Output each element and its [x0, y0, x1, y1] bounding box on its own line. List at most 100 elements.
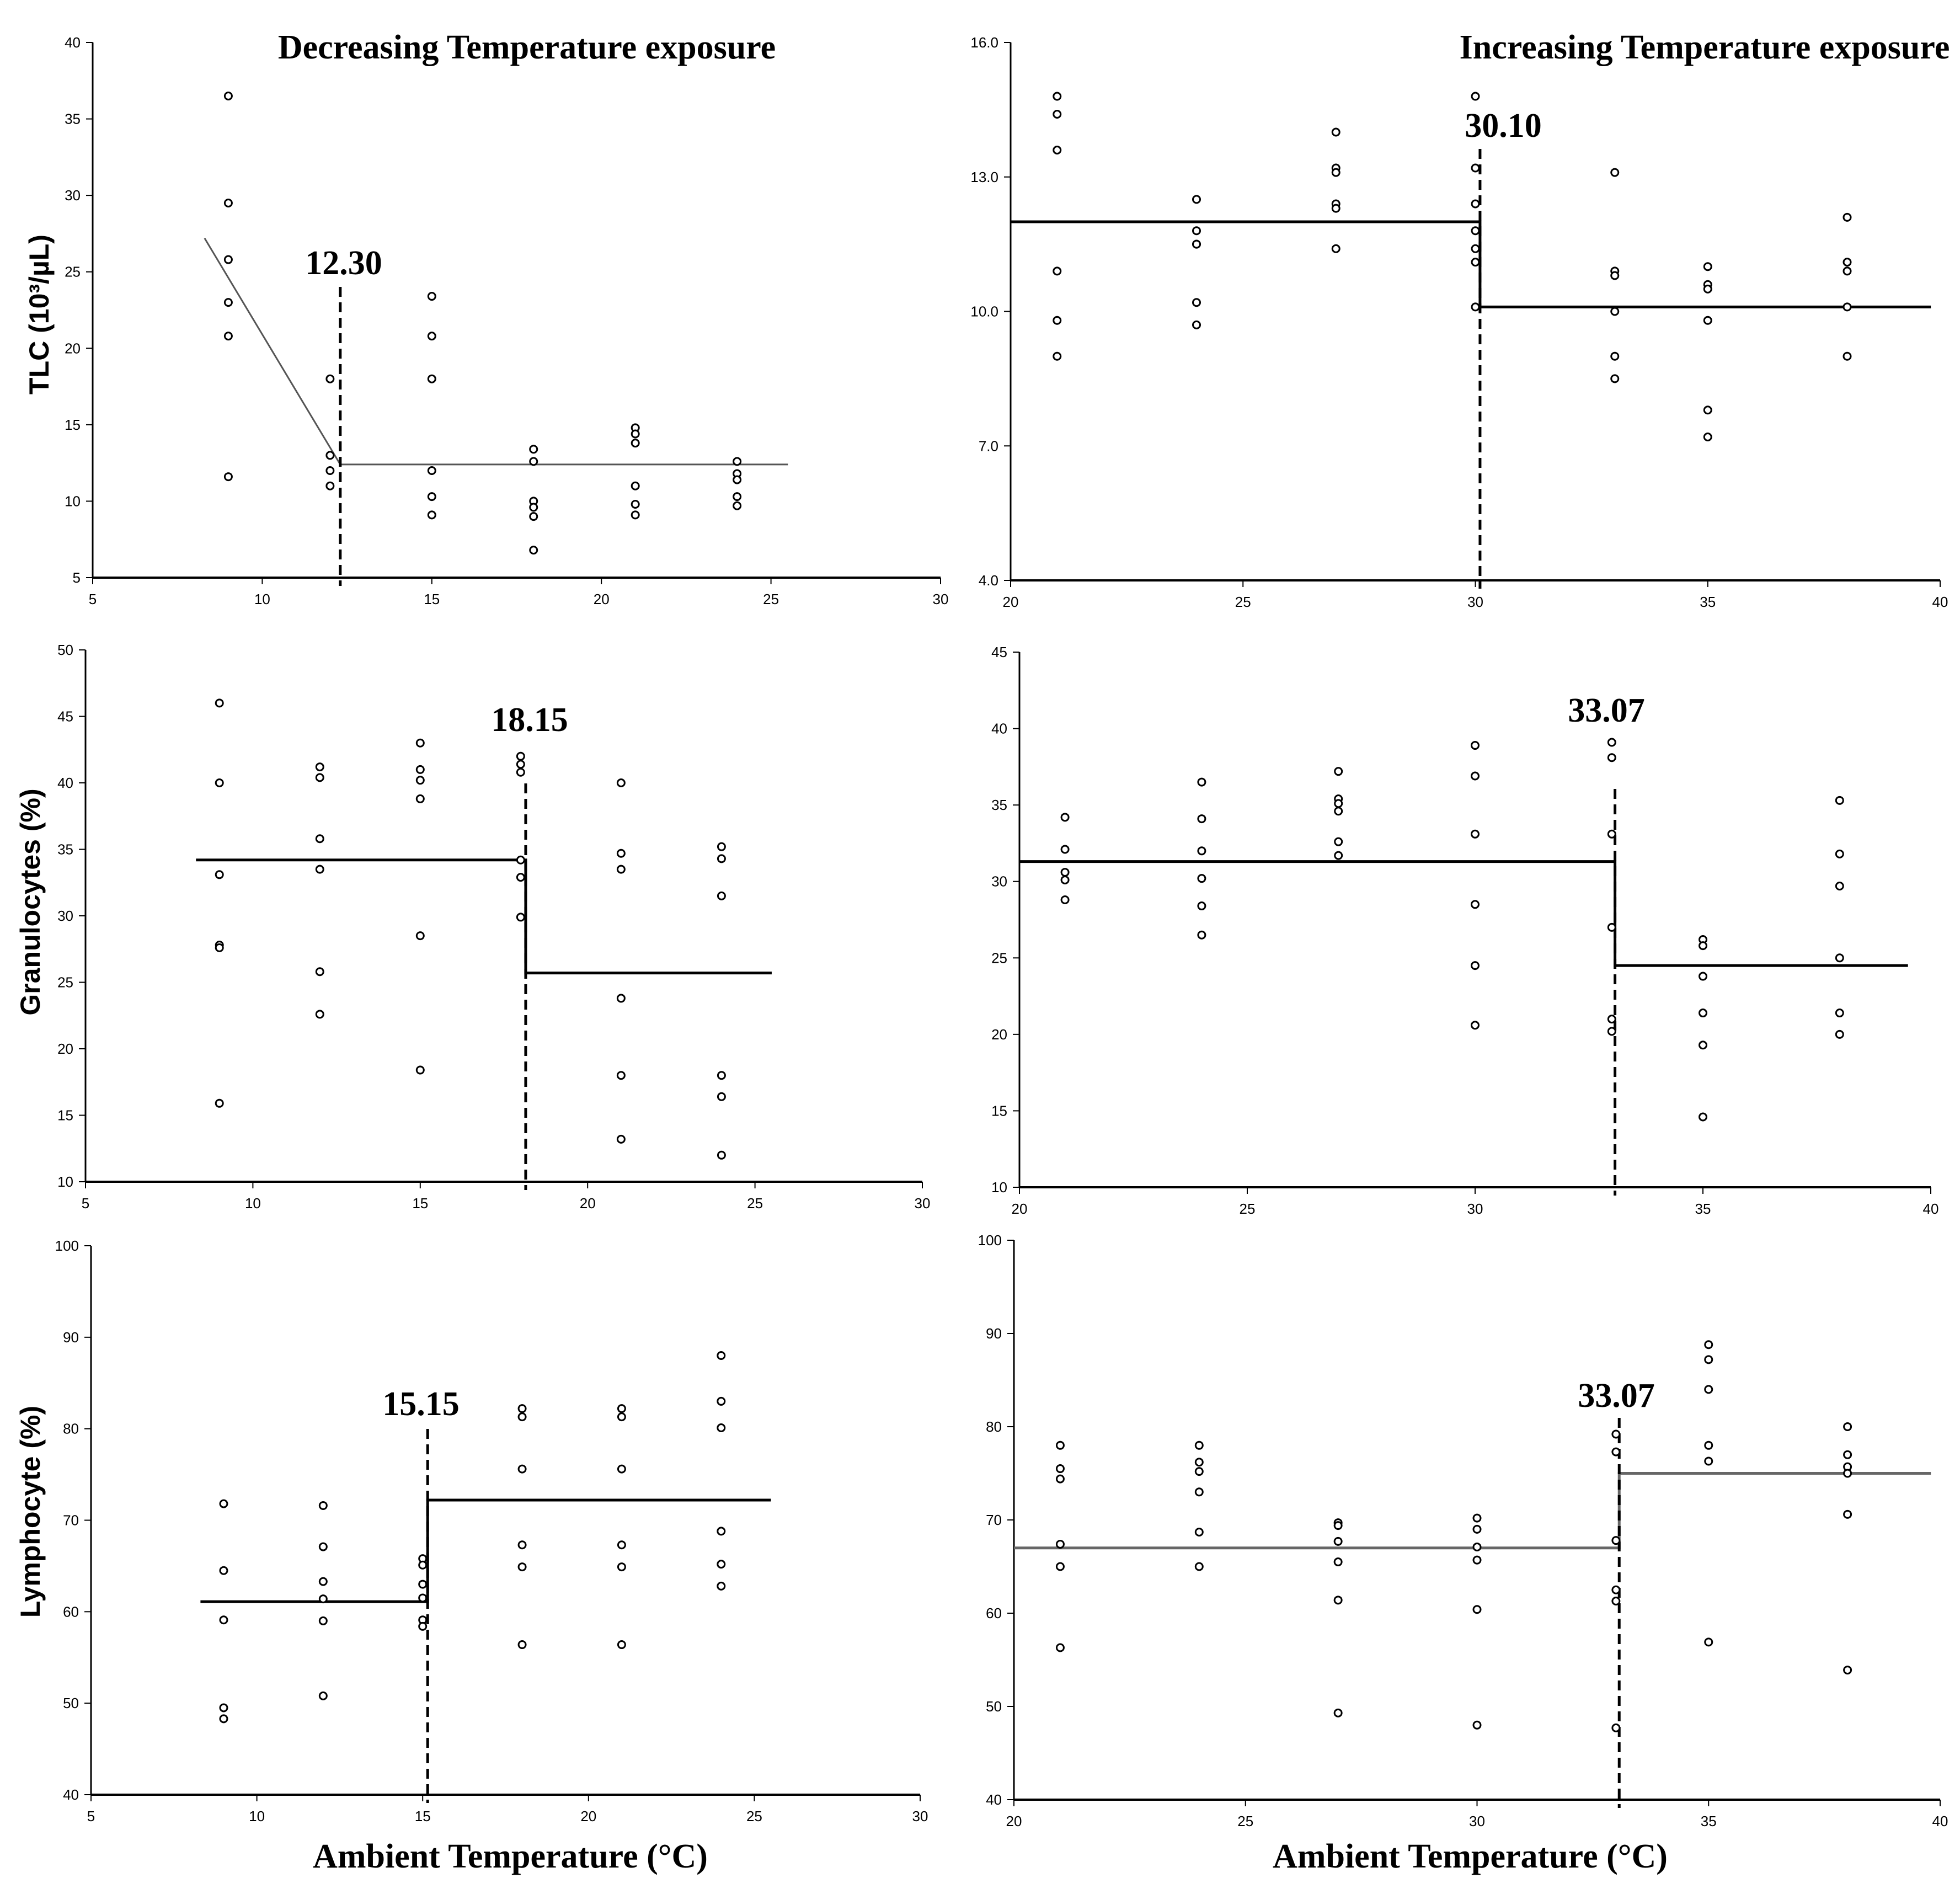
- data-point: [223, 199, 233, 207]
- data-point: [529, 457, 538, 466]
- axes: 5 10 15 20 25 30 5 10 15 20 25 30 35 40: [65, 34, 948, 607]
- data-point: [1703, 433, 1712, 441]
- y-tick-label: 25: [65, 264, 81, 280]
- data-point: [1192, 320, 1201, 329]
- data-point: [1055, 1440, 1065, 1450]
- x-tick-label: 25: [1235, 594, 1251, 610]
- data-point: [1471, 741, 1480, 750]
- data-point: [516, 760, 525, 769]
- panel-granulocytes-decreasing: Granulocytes (%) 5 10 15 20 25 30 10 15 20 25 30 35…: [15, 642, 930, 1212]
- data-point: [1471, 199, 1480, 209]
- breakpoint-label: 33.07: [1578, 1377, 1655, 1415]
- data-point: [318, 1594, 328, 1604]
- data-point: [529, 445, 538, 454]
- breakpoint-label: 33.07: [1568, 692, 1645, 729]
- fit-line: [204, 237, 788, 466]
- data-point: [1194, 1467, 1204, 1476]
- data-point: [616, 994, 626, 1003]
- fit-line-path: [200, 1498, 771, 1603]
- data-point: [318, 1577, 328, 1586]
- data-point: [325, 481, 335, 490]
- data-point: [529, 546, 538, 555]
- data-point: [517, 1562, 527, 1572]
- data-point: [733, 492, 742, 501]
- data-point: [631, 429, 640, 439]
- data-point: [1607, 1027, 1616, 1036]
- data-point: [415, 1065, 425, 1075]
- fit-line: [1014, 1472, 1931, 1550]
- data-point: [1471, 302, 1480, 312]
- data-point: [617, 1404, 626, 1413]
- x-tick-label: 20: [580, 1808, 596, 1824]
- data-point: [418, 1580, 428, 1589]
- data-point: [1699, 1009, 1707, 1018]
- data-point: [315, 762, 324, 772]
- data-point: [1472, 1555, 1482, 1565]
- data-point: [223, 472, 233, 482]
- data-point: [631, 439, 640, 448]
- y-tick-label: 10.0: [970, 303, 998, 320]
- x-axis-label-left: Ambient Temperature (°C): [313, 1838, 708, 1875]
- y-tick-label: 40: [57, 775, 73, 791]
- data-point: [616, 1134, 626, 1144]
- data-points: [1060, 738, 1844, 1122]
- data-point: [1472, 1543, 1482, 1552]
- data-point: [717, 1071, 726, 1080]
- data-point: [1607, 1015, 1616, 1024]
- data-point: [1055, 1539, 1065, 1549]
- data-point: [631, 481, 640, 490]
- data-point: [1835, 1009, 1844, 1018]
- data-point: [215, 698, 224, 708]
- panel-title: Decreasing Temperature exposure: [278, 29, 776, 66]
- y-tick-label: 20: [991, 1026, 1007, 1043]
- data-point: [616, 778, 626, 787]
- fit-line: [200, 1498, 771, 1603]
- y-tick-label: 15: [57, 1107, 73, 1124]
- data-point: [717, 854, 726, 863]
- data-point: [1333, 1557, 1343, 1567]
- data-point: [717, 1396, 726, 1406]
- data-point: [1060, 895, 1070, 904]
- y-tick-label: 20: [57, 1041, 73, 1057]
- data-point: [1471, 92, 1480, 101]
- data-point: [318, 1501, 328, 1510]
- data-point: [717, 1527, 726, 1536]
- data-point: [1610, 374, 1620, 383]
- y-tick-label: 10: [65, 493, 81, 509]
- y-tick-label: 25: [991, 949, 1007, 966]
- data-point: [1055, 1464, 1065, 1474]
- y-tick-label: 10: [57, 1173, 73, 1190]
- data-point: [1194, 1527, 1204, 1536]
- data-point: [1053, 316, 1062, 325]
- data-point: [415, 794, 425, 803]
- data-point: [616, 865, 626, 874]
- data-points: [1055, 1340, 1852, 1732]
- data-point: [1331, 168, 1341, 177]
- data-point: [1835, 796, 1844, 805]
- data-point: [631, 510, 640, 520]
- fit-line-path: [1014, 1472, 1931, 1550]
- data-point: [1843, 1469, 1852, 1478]
- data-point: [1471, 163, 1480, 173]
- y-tick-label: 100: [978, 1232, 1002, 1249]
- x-tick-label: 15: [424, 591, 440, 607]
- data-point: [1334, 851, 1343, 860]
- x-tick-label: 20: [580, 1195, 596, 1212]
- data-point: [1610, 168, 1620, 177]
- fit-line-path: [1011, 220, 1931, 308]
- y-tick-label: 13.0: [970, 169, 998, 185]
- y-tick-label: 7.0: [979, 438, 998, 454]
- data-point: [415, 765, 425, 774]
- panel-title: Increasing Temperature exposure: [1460, 29, 1950, 66]
- data-point: [219, 1566, 228, 1575]
- data-point: [1053, 92, 1062, 101]
- data-points: [215, 698, 726, 1160]
- data-point: [1060, 813, 1070, 822]
- data-point: [1699, 941, 1707, 951]
- x-tick-label: 35: [1701, 1813, 1717, 1829]
- data-point: [1835, 849, 1844, 858]
- axes: 20 25 30 35 40 4.0 7.0 10.0 13.0 16.0: [970, 34, 1948, 610]
- y-tick-label: 50: [57, 642, 73, 658]
- data-point: [1333, 1708, 1343, 1717]
- data-point: [219, 1615, 228, 1625]
